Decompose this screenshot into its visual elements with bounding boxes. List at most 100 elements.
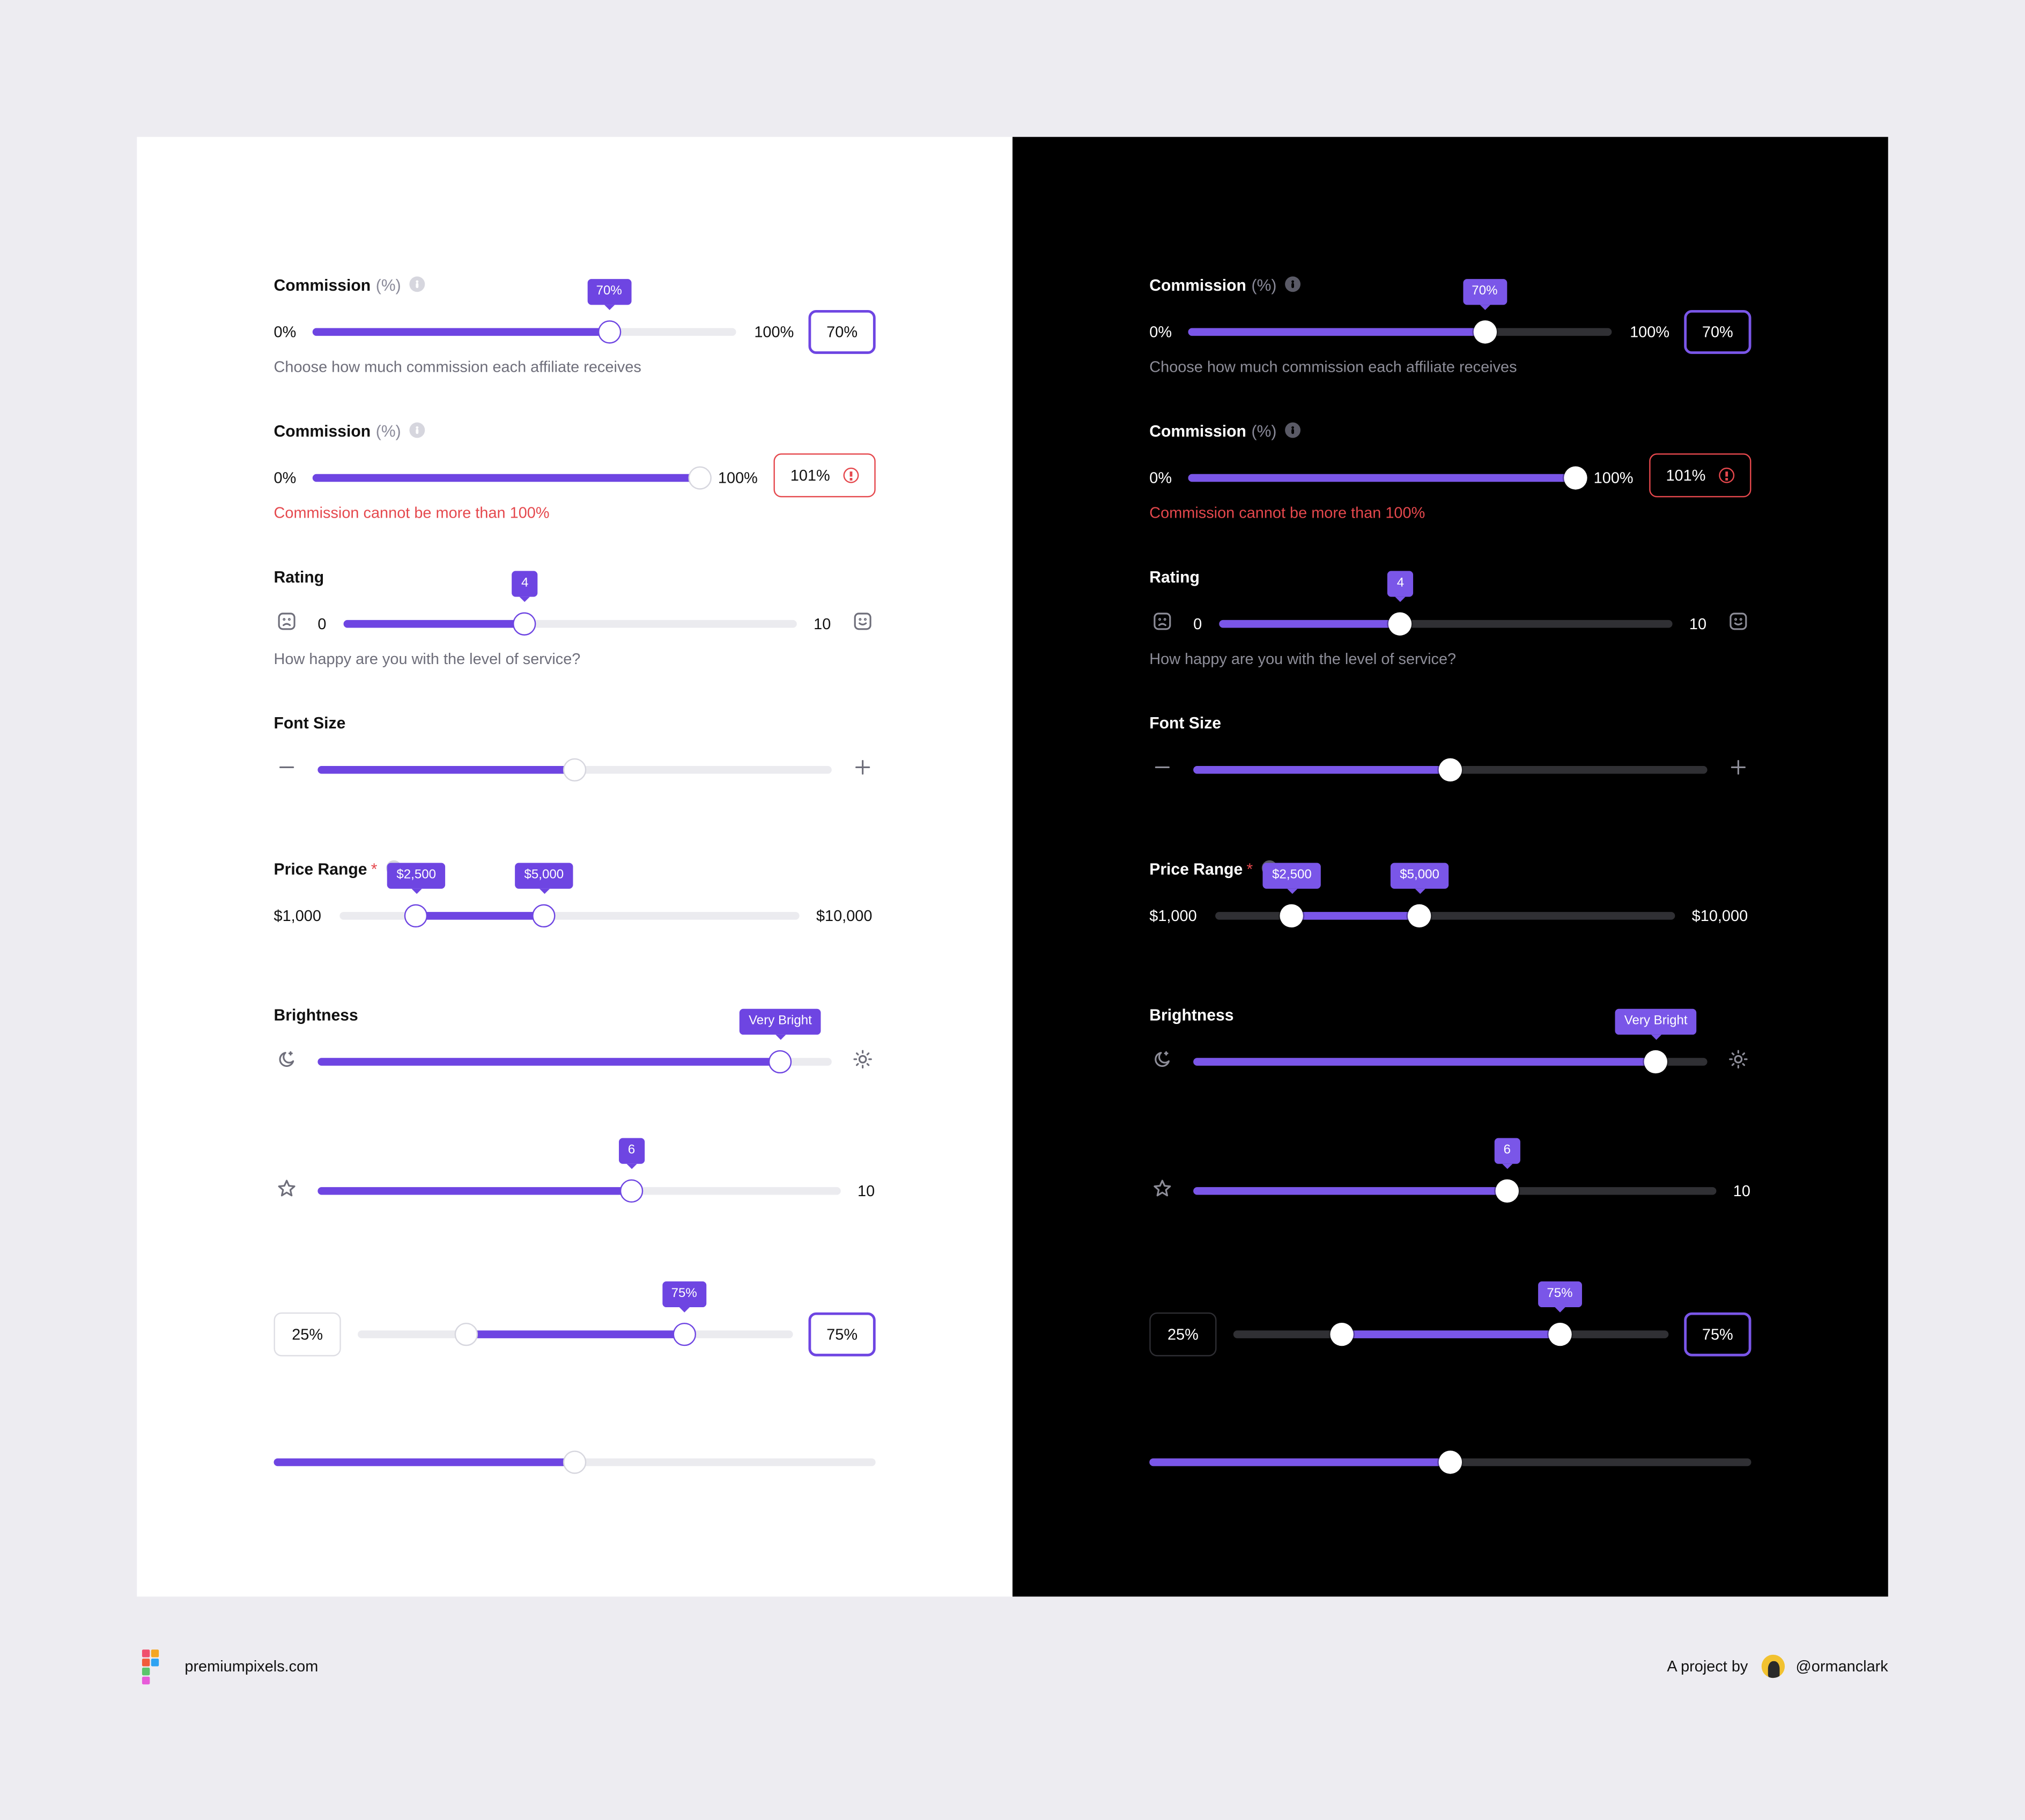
plus-icon[interactable] (852, 757, 873, 778)
plain-slider-fill (1149, 1458, 1451, 1467)
footer-right: A project by @ormanclark (1667, 1651, 1888, 1682)
percent-range-low-input[interactable]: 25% (1149, 1312, 1217, 1357)
brightness-tooltip: Very Bright (740, 1008, 821, 1040)
font-size-slider-track[interactable] (1193, 758, 1708, 782)
percent-range-low-thumb[interactable] (1331, 1322, 1354, 1346)
commission-min-label: 0% (1149, 323, 1172, 341)
font-size-slider-thumb[interactable] (563, 758, 587, 782)
info-icon[interactable] (1285, 422, 1302, 438)
percent-range-high-input[interactable]: 75% (1684, 1312, 1751, 1357)
percent-range-slider-track[interactable]: 75% (1233, 1281, 1669, 1346)
rating-tooltip: 4 (1387, 571, 1413, 602)
commission-value-input[interactable]: 70% (1684, 310, 1751, 354)
plain-slider-thumb[interactable] (1438, 1450, 1462, 1474)
price-range-field: Price Range * $1,000 $2,500 $5,000 $10,00… (1149, 860, 1751, 990)
rating-slider-fill (1219, 620, 1401, 628)
site-link[interactable]: premiumpixels.com (184, 1657, 319, 1676)
brightness-slider-thumb[interactable] (768, 1050, 792, 1074)
error-icon (1719, 467, 1735, 483)
rating-slider-thumb[interactable] (1388, 612, 1413, 636)
price-range-high-thumb[interactable] (1408, 904, 1431, 928)
font-size-field: Font Size (274, 714, 876, 844)
brightness-field: Brightness Very Bright (274, 1006, 876, 1136)
price-range-label: Price Range * (274, 860, 402, 879)
star-rating-slider-fill (317, 1187, 632, 1195)
sad-face-icon (1152, 611, 1173, 632)
commission-label: Commission (%) (274, 276, 426, 294)
font-size-slider-track[interactable] (317, 758, 832, 782)
happy-face-icon (852, 611, 873, 632)
star-rating-max-label: 10 (1733, 1182, 1750, 1200)
commission-slider-track[interactable]: 70% (312, 279, 736, 344)
rating-slider-thumb[interactable] (513, 612, 537, 636)
price-range-slider-track[interactable]: $2,500 $5,000 (339, 863, 800, 928)
commission-error-slider-thumb[interactable] (1564, 466, 1587, 490)
brightness-slider-thumb[interactable] (1644, 1050, 1668, 1074)
commission-error-slider-track[interactable] (1188, 466, 1587, 490)
star-rating-slider-fill (1193, 1187, 1507, 1195)
plain-slider-track[interactable] (1149, 1450, 1751, 1474)
percent-range-high-thumb[interactable] (1548, 1322, 1572, 1346)
commission-slider-fill (312, 328, 609, 336)
plain-slider-track[interactable] (274, 1450, 876, 1474)
percent-range-low-input[interactable]: 25% (274, 1312, 341, 1357)
star-rating-slider-thumb[interactable] (1495, 1179, 1519, 1203)
plain-slider-field (274, 1444, 876, 1573)
commission-value-input[interactable]: 70% (808, 310, 876, 354)
star-rating-slider-thumb[interactable] (619, 1179, 644, 1203)
brightness-slider-track[interactable]: Very Bright (317, 1008, 832, 1074)
font-size-slider-fill (1193, 766, 1451, 774)
percent-range-low-thumb[interactable] (455, 1322, 478, 1346)
author-handle[interactable]: @ormanclark (1795, 1657, 1888, 1676)
brightness-field: Brightness Very Bright (1149, 1006, 1751, 1136)
star-rating-field: 6 10 (1149, 1138, 1751, 1281)
star-rating-slider-track[interactable]: 6 (1193, 1138, 1717, 1203)
commission-error-value-input[interactable]: 101% (1649, 453, 1751, 498)
commission-field: Commission (%) 0% 70% 100% 70% Choose how… (274, 276, 876, 406)
rating-slider-track[interactable]: 4 (343, 571, 797, 636)
commission-helper-text: Choose how much commission each affiliat… (274, 358, 641, 376)
price-range-slider-track[interactable]: $2,500 $5,000 (1215, 863, 1675, 928)
star-rating-slider-track[interactable]: 6 (317, 1138, 841, 1203)
percent-range-tooltip: 75% (662, 1281, 706, 1313)
commission-error-slider-track[interactable] (312, 466, 712, 490)
info-icon[interactable] (410, 422, 426, 438)
font-size-slider-fill (317, 766, 575, 774)
price-range-low-thumb[interactable] (404, 904, 428, 928)
avatar (1762, 1654, 1786, 1678)
commission-slider-thumb[interactable] (1473, 320, 1497, 344)
rating-tooltip: 4 (512, 571, 538, 602)
commission-slider-thumb[interactable] (597, 320, 621, 344)
minus-icon[interactable] (276, 757, 297, 778)
percent-range-slider-track[interactable]: 75% (358, 1281, 793, 1346)
plain-slider-thumb[interactable] (563, 1450, 587, 1474)
star-rating-tooltip: 6 (619, 1138, 645, 1169)
moon-icon (276, 1049, 297, 1070)
commission-error-message: Commission cannot be more than 100% (1149, 504, 1425, 522)
price-range-min-label: $1,000 (274, 907, 321, 925)
commission-error-slider-thumb[interactable] (688, 466, 712, 490)
rating-max-label: 10 (814, 615, 831, 633)
commission-error-value-input[interactable]: 101% (773, 453, 876, 498)
commission-tooltip: 70% (587, 279, 631, 310)
plus-icon[interactable] (1728, 757, 1749, 778)
price-range-high-tooltip: $5,000 (1391, 863, 1448, 894)
commission-tooltip: 70% (1462, 279, 1507, 310)
brightness-slider-track[interactable]: Very Bright (1193, 1008, 1708, 1074)
price-range-slider-fill (1291, 912, 1420, 920)
rating-slider-track[interactable]: 4 (1219, 571, 1673, 636)
info-icon[interactable] (1285, 276, 1302, 292)
price-range-low-thumb[interactable] (1280, 904, 1304, 928)
percent-range-high-input[interactable]: 75% (808, 1312, 876, 1357)
percent-range-high-thumb[interactable] (672, 1322, 696, 1346)
font-size-slider-thumb[interactable] (1438, 758, 1462, 782)
minus-icon[interactable] (1152, 757, 1173, 778)
rating-field: Rating 0 4 10 How happy are you with the… (1149, 569, 1751, 698)
commission-slider-track[interactable]: 70% (1188, 279, 1612, 344)
price-range-high-thumb[interactable] (532, 904, 556, 928)
brightness-slider-fill (1193, 1058, 1656, 1066)
info-icon[interactable] (410, 276, 426, 292)
star-icon (1152, 1178, 1173, 1199)
price-range-slider-fill (416, 912, 544, 920)
brightness-label: Brightness (274, 1006, 358, 1025)
